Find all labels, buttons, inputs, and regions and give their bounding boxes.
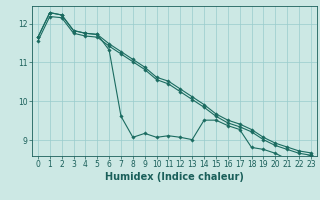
X-axis label: Humidex (Indice chaleur): Humidex (Indice chaleur)	[105, 172, 244, 182]
